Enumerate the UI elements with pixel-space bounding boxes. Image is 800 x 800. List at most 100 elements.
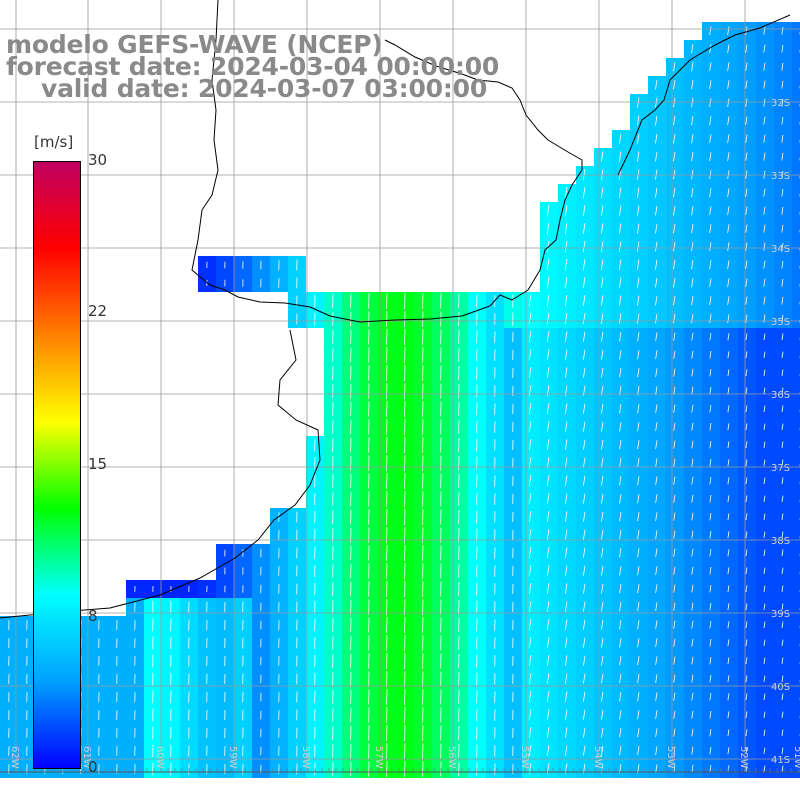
wind-arrow xyxy=(637,151,640,162)
wind-arrow xyxy=(763,423,766,430)
field-cell xyxy=(756,634,774,652)
wind-arrow xyxy=(763,531,766,538)
field-cell xyxy=(666,580,684,598)
field-cell xyxy=(684,94,702,112)
wind-arrow xyxy=(745,242,748,251)
field-cell xyxy=(522,652,540,670)
field-cell xyxy=(738,508,756,526)
wind-arrow xyxy=(655,259,658,270)
wind-arrow xyxy=(709,692,712,701)
wind-arrow xyxy=(745,747,748,755)
field-cell xyxy=(630,670,648,688)
field-cell xyxy=(756,202,774,220)
field-cell xyxy=(540,724,558,742)
field-cell xyxy=(558,256,576,274)
wind-arrow xyxy=(709,422,712,431)
wind-arrow xyxy=(781,351,784,358)
wind-arrow xyxy=(655,97,658,108)
wind-arrow xyxy=(601,619,604,630)
wind-arrow xyxy=(546,222,550,235)
lat-label: 41S xyxy=(771,755,790,766)
field-cell xyxy=(756,310,774,328)
wind-arrow xyxy=(727,369,730,377)
wind-arrow xyxy=(673,764,676,773)
wind-arrow xyxy=(546,691,550,703)
wind-arrow xyxy=(546,529,550,541)
coastline xyxy=(0,0,791,619)
field-cell xyxy=(666,328,684,346)
wind-arrow xyxy=(727,477,730,485)
field-cell xyxy=(576,346,594,364)
wind-arrow xyxy=(781,116,784,125)
field-cell xyxy=(774,40,792,58)
field-cell xyxy=(684,220,702,238)
field-cell xyxy=(648,562,666,580)
field-cell xyxy=(540,328,558,346)
field-cell xyxy=(774,58,792,76)
field-cell xyxy=(594,328,612,346)
field-cell xyxy=(702,220,720,238)
field-cell xyxy=(576,310,594,328)
field-cell xyxy=(540,292,558,310)
field-cell xyxy=(792,364,800,382)
wind-arrow xyxy=(619,493,622,504)
field-cell xyxy=(558,652,576,670)
wind-arrow xyxy=(637,368,640,378)
field-cell xyxy=(576,688,594,706)
field-cell xyxy=(720,706,738,724)
wind-arrow xyxy=(546,367,550,379)
field-cell xyxy=(774,346,792,364)
wind-arrow xyxy=(709,530,712,539)
field-cell xyxy=(774,274,792,292)
wind-arrow xyxy=(546,583,550,595)
wind-arrow xyxy=(781,603,784,610)
field-cell xyxy=(756,760,774,778)
field-cell xyxy=(558,328,576,346)
wind-arrow xyxy=(673,187,676,198)
wind-arrow xyxy=(745,260,748,269)
wind-arrow xyxy=(546,745,550,757)
field-cell xyxy=(576,292,594,310)
wind-arrow xyxy=(781,242,784,251)
field-cell xyxy=(666,490,684,508)
wind-arrow xyxy=(709,350,712,359)
field-cell xyxy=(522,526,540,544)
field-cell xyxy=(702,436,720,454)
wind-arrow xyxy=(763,441,766,448)
wind-arrow xyxy=(745,116,748,125)
field-cell xyxy=(738,652,756,670)
field-cell xyxy=(684,706,702,724)
field-cell xyxy=(648,220,666,238)
field-cell xyxy=(720,544,738,562)
wind-arrow xyxy=(619,637,622,648)
field-cell xyxy=(756,40,774,58)
wind-arrow xyxy=(673,295,676,306)
wind-arrow xyxy=(637,277,640,288)
wind-arrow xyxy=(763,116,766,125)
field-cell xyxy=(612,400,630,418)
wind-arrow xyxy=(655,746,658,755)
field-cell xyxy=(702,526,720,544)
wind-arrow xyxy=(618,259,622,270)
wind-arrow xyxy=(781,423,784,430)
wind-arrow xyxy=(727,675,730,683)
wind-arrow xyxy=(709,746,712,755)
wind-arrow xyxy=(727,657,730,665)
field-cell xyxy=(738,130,756,148)
field-cell xyxy=(792,508,800,526)
wind-arrow xyxy=(600,277,604,288)
wind-arrow xyxy=(619,547,622,558)
field-cell xyxy=(612,616,630,634)
field-cell xyxy=(594,490,612,508)
wind-arrow xyxy=(727,26,730,35)
field-cell xyxy=(666,220,684,238)
field-cell xyxy=(702,40,720,58)
field-cell xyxy=(774,112,792,130)
field-cell xyxy=(612,526,630,544)
field-cell xyxy=(774,310,792,328)
wind-arrow xyxy=(546,655,550,667)
field-cell xyxy=(792,652,800,670)
wind-arrow xyxy=(564,331,568,342)
field-cell xyxy=(738,706,756,724)
lon-label: 51W xyxy=(792,746,800,769)
